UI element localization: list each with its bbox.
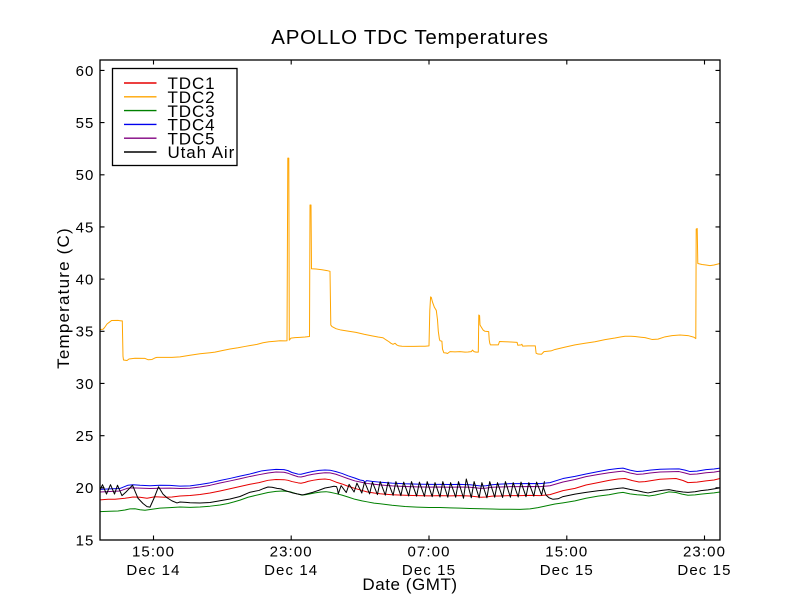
svg-text:Dec 15: Dec 15 xyxy=(402,562,456,579)
svg-text:50: 50 xyxy=(76,167,95,184)
svg-text:Dec 14: Dec 14 xyxy=(126,562,180,579)
svg-text:Date (GMT): Date (GMT) xyxy=(362,575,457,594)
svg-text:TDC2: TDC2 xyxy=(168,88,216,107)
svg-text:35: 35 xyxy=(76,324,95,341)
svg-text:15:00: 15:00 xyxy=(132,544,175,561)
svg-text:TDC4: TDC4 xyxy=(168,116,216,135)
svg-text:Dec 15: Dec 15 xyxy=(677,562,731,579)
svg-text:20: 20 xyxy=(76,480,95,497)
svg-text:30: 30 xyxy=(76,376,95,393)
svg-text:55: 55 xyxy=(76,115,95,132)
svg-text:APOLLO TDC Temperatures: APOLLO TDC Temperatures xyxy=(271,26,548,49)
svg-text:23:00: 23:00 xyxy=(683,544,726,561)
svg-text:Temperature (C): Temperature (C) xyxy=(54,227,73,369)
svg-text:07:00: 07:00 xyxy=(407,544,450,561)
svg-text:TDC3: TDC3 xyxy=(168,102,216,121)
svg-text:23:00: 23:00 xyxy=(270,544,313,561)
svg-text:45: 45 xyxy=(76,219,95,236)
svg-text:Dec 15: Dec 15 xyxy=(540,562,594,579)
svg-text:Dec 14: Dec 14 xyxy=(264,562,318,579)
svg-text:15: 15 xyxy=(76,532,95,549)
svg-text:60: 60 xyxy=(76,63,95,80)
svg-text:25: 25 xyxy=(76,428,95,445)
svg-text:TDC1: TDC1 xyxy=(168,74,216,93)
svg-text:TDC5: TDC5 xyxy=(168,129,216,148)
svg-text:40: 40 xyxy=(76,272,95,289)
svg-text:Utah Air: Utah Air xyxy=(168,143,236,162)
svg-text:15:00: 15:00 xyxy=(545,544,588,561)
